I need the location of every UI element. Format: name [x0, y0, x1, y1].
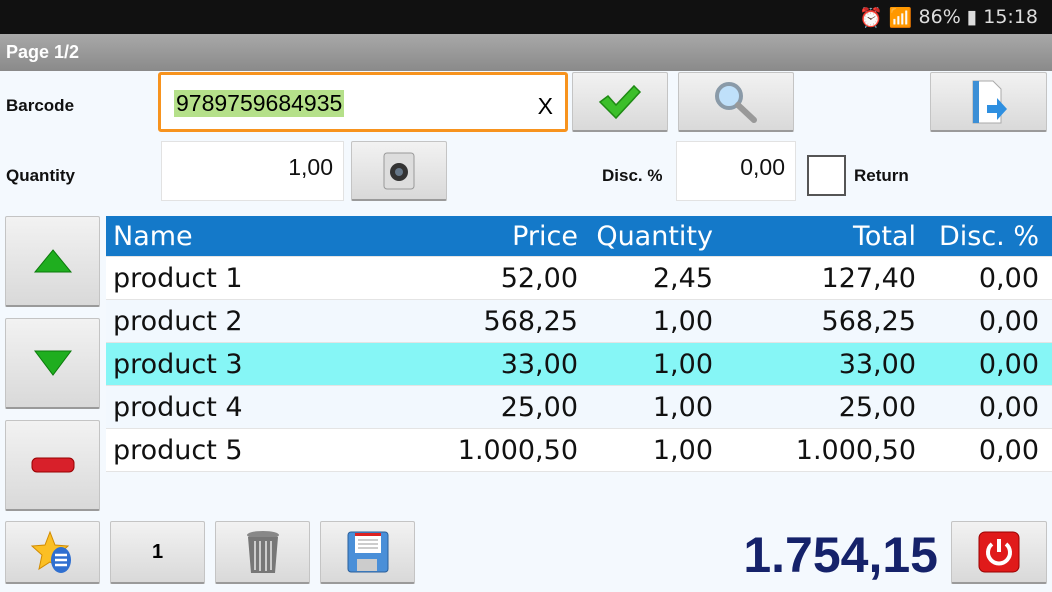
cell-quantity: 1,00: [652, 434, 713, 466]
table-row[interactable]: product 3 33,00 1,00 33,00 0,00: [106, 343, 1052, 386]
confirm-button[interactable]: [572, 72, 668, 132]
clear-barcode-button[interactable]: X: [537, 93, 553, 119]
cell-price: 52,00: [500, 262, 578, 294]
cell-total: 33,00: [838, 348, 916, 380]
header-price: Price: [512, 220, 578, 252]
return-checkbox[interactable]: [807, 155, 846, 196]
cell-total: 568,25: [821, 305, 916, 337]
quantity-input[interactable]: 1,00: [161, 141, 344, 201]
cell-name: product 4: [113, 391, 243, 423]
trash-icon: [246, 531, 279, 573]
cell-price: 1.000,50: [457, 434, 578, 466]
minus-icon: [31, 457, 74, 473]
header-discount: Disc. %: [938, 220, 1039, 252]
power-icon: [978, 531, 1020, 573]
barcode-value: 9789759684935: [174, 90, 345, 117]
header-name: Name: [113, 220, 193, 252]
cell-discount: 0,00: [978, 262, 1039, 294]
cell-quantity: 1,00: [652, 348, 713, 380]
status-bar: ⏰ 📶 86% ▮ 15:18: [0, 0, 1052, 34]
table-row[interactable]: product 5 1.000,50 1,00 1.000,50 0,00: [106, 429, 1052, 472]
power-button[interactable]: [951, 521, 1047, 584]
magnifier-icon: [715, 81, 757, 123]
table-row[interactable]: product 4 25,00 1,00 25,00 0,00: [106, 386, 1052, 429]
file-export-icon: [972, 80, 1007, 123]
remove-item-button[interactable]: [5, 420, 100, 511]
page-title: Page 1/2: [0, 34, 1052, 71]
cell-name: product 3: [113, 348, 243, 380]
search-button[interactable]: [678, 72, 794, 132]
camera-button[interactable]: [351, 141, 447, 201]
quantity-label: Quantity: [6, 166, 75, 185]
arrow-up-icon: [33, 249, 72, 273]
checkmark-icon: [598, 84, 642, 119]
cell-quantity: 2,45: [652, 262, 713, 294]
alarm-icon: ⏰: [859, 6, 883, 29]
cell-discount: 0,00: [978, 305, 1039, 337]
return-label: Return: [854, 166, 909, 185]
save-button[interactable]: [320, 521, 415, 584]
arrow-down-icon: [33, 350, 72, 376]
header-quantity: Quantity: [596, 220, 713, 252]
table-header: Name Price Quantity Total Disc. %: [106, 216, 1052, 257]
clock: 15:18: [983, 6, 1038, 28]
table-row[interactable]: product 1 52,00 2,45 127,40 0,00: [106, 257, 1052, 300]
floppy-disk-icon: [347, 531, 388, 573]
barcode-label: Barcode: [6, 96, 75, 115]
export-button[interactable]: [930, 72, 1047, 132]
cell-total: 127,40: [821, 262, 916, 294]
camera-icon: [383, 152, 415, 189]
cell-total: 25,00: [838, 391, 916, 423]
cell-discount: 0,00: [978, 348, 1039, 380]
cell-discount: 0,00: [978, 391, 1039, 423]
cell-name: product 1: [113, 262, 243, 294]
cell-quantity: 1,00: [652, 391, 713, 423]
grand-total: 1.754,15: [743, 527, 938, 583]
cell-quantity: 1,00: [652, 305, 713, 337]
page-button[interactable]: 1: [110, 521, 205, 584]
header-total: Total: [852, 220, 916, 252]
items-table: Name Price Quantity Total Disc. % product 1 52…: [106, 216, 1052, 472]
cell-discount: 0,00: [978, 434, 1039, 466]
cell-total: 1.000,50: [795, 434, 916, 466]
delete-button[interactable]: [215, 521, 310, 584]
move-up-button[interactable]: [5, 216, 100, 307]
battery-level: 86%: [918, 6, 961, 28]
favorites-button[interactable]: [5, 521, 100, 584]
move-down-button[interactable]: [5, 318, 100, 409]
cell-price: 33,00: [500, 348, 578, 380]
cell-price: 25,00: [500, 391, 578, 423]
table-row[interactable]: product 2 568,25 1,00 568,25 0,00: [106, 300, 1052, 343]
disc-label: Disc. %: [602, 166, 663, 185]
discount-input[interactable]: 0,00: [676, 141, 796, 201]
star-list-icon: [30, 530, 71, 573]
wifi-icon: 📶: [888, 6, 913, 29]
cell-name: product 5: [113, 434, 243, 466]
cell-name: product 2: [113, 305, 243, 337]
barcode-input[interactable]: 9789759684935 X: [158, 72, 568, 132]
battery-icon: ▮: [966, 6, 978, 28]
cell-price: 568,25: [483, 305, 578, 337]
